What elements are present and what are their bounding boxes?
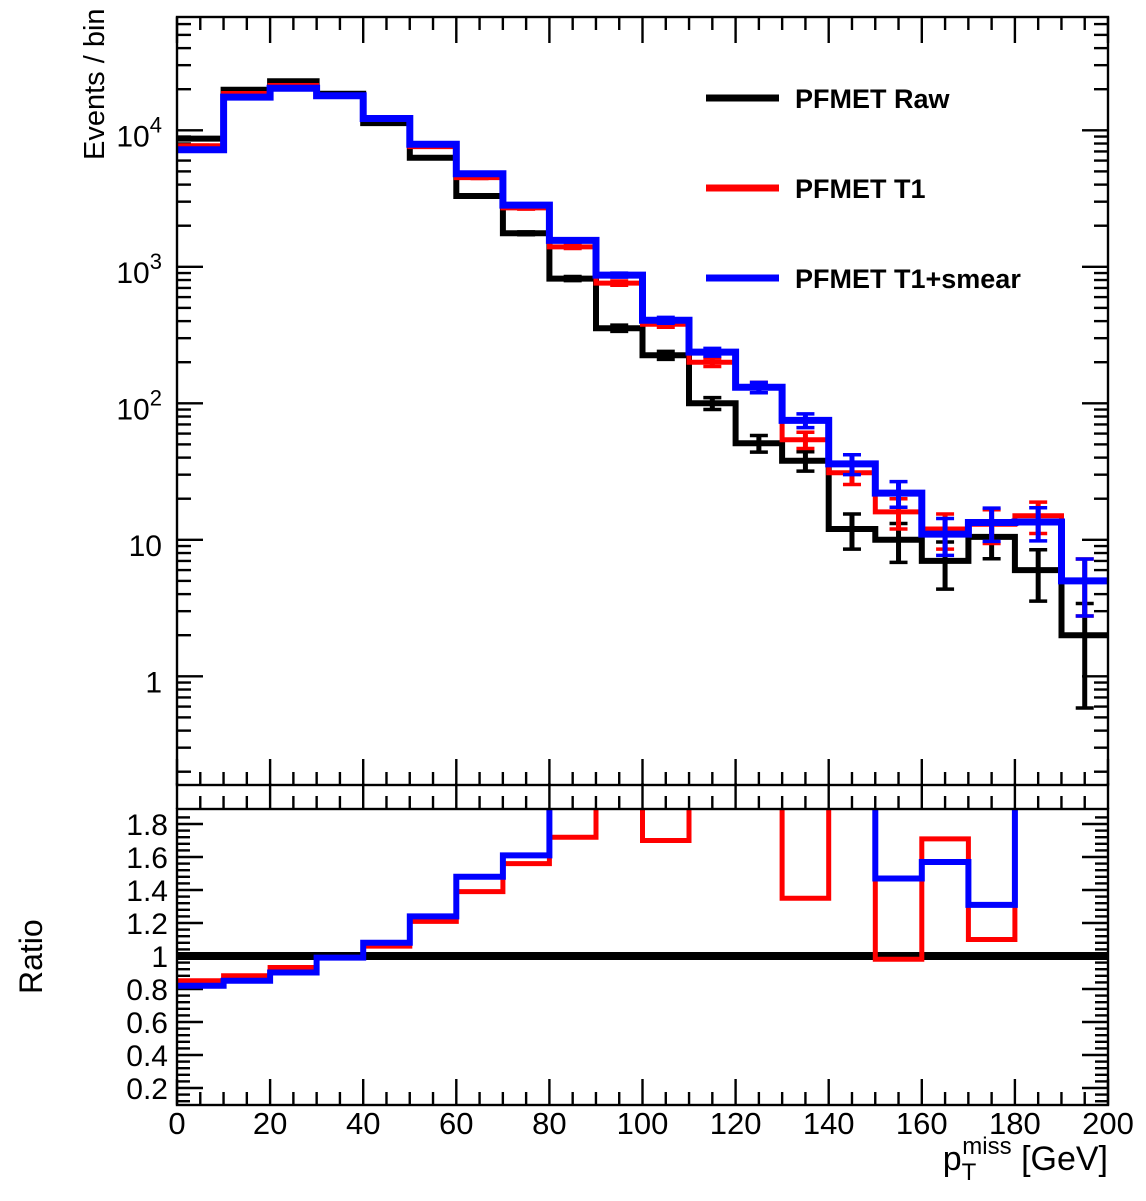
legend-label: PFMET T1+smear [795,264,1021,294]
ratio-ytick-label: 0.8 [126,974,168,1007]
legend-label: PFMET T1 [795,174,926,204]
ratio-panel-frame [175,807,1110,1107]
legend-label: PFMET Raw [795,84,951,114]
xtick-label: 160 [896,1106,948,1141]
ratio-ytick-label: 1.6 [126,842,168,875]
main-panel-frame [175,15,1110,787]
ratio-ytick-label: 0.2 [126,1073,168,1106]
ratio-ytick-label: 1.8 [126,809,168,842]
x-axis-title: pTmiss [GeV] [943,1133,1108,1186]
xtick-label: 0 [168,1106,185,1141]
ratio-line-pfmet-t1-smear-raw [177,809,1018,989]
xtick-label: 100 [617,1106,669,1141]
y-axis-title-ratio: Ratio [13,919,49,994]
y-axis-title-events: Events / bin [79,8,111,160]
series-pfmet-t1-smear [177,84,1108,618]
main-ytick-label: 1 [145,666,162,699]
xtick-label: 180 [989,1106,1041,1141]
main-ytick-label: 10 [129,530,162,563]
xtick-label: 60 [439,1106,473,1141]
histogram-line [177,84,1108,585]
xtick-label: 120 [710,1106,762,1141]
xtick-label: 200 [1082,1106,1134,1141]
main-ytick-label: 102 [116,385,162,426]
xtick-label: 140 [803,1106,855,1141]
main-ytick-label: 104 [116,112,162,153]
legend: PFMET Raw PFMET T1 PFMET T1+smear [706,84,1021,294]
xtick-label: 80 [532,1106,566,1141]
ratio-ytick-label: 0.4 [126,1040,168,1073]
main-panel-data [177,78,1108,710]
xtick-label: 20 [253,1106,287,1141]
ratio-panel-data [177,809,1108,989]
ratio-ytick-label: 1 [151,941,168,974]
ratio-ytick-label: 1.2 [126,908,168,941]
ratio-ytick-label: 1.4 [126,875,168,908]
xtick-label: 40 [346,1106,380,1141]
ratio-ytick-label: 0.6 [126,1007,168,1040]
histogram-line [177,78,1108,639]
series-pfmet-raw [177,78,1108,710]
main-ytick-label: 103 [116,249,162,290]
